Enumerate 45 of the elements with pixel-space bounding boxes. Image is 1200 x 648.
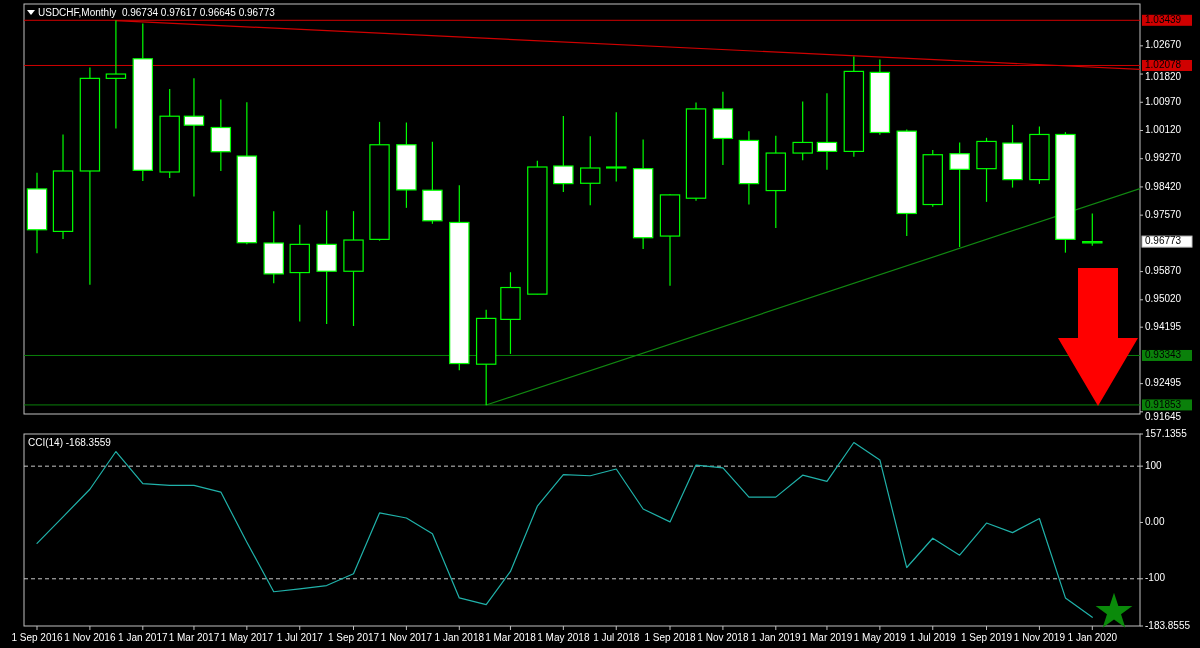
y-tick-label: 100 bbox=[1145, 459, 1163, 471]
x-tick-label: 1 Sep 2017 bbox=[327, 632, 380, 643]
chart-title: USDCHF,Monthly 0.96734 0.97617 0.96645 0.96773 bbox=[38, 6, 276, 18]
ref-line-label: 1.03439 bbox=[1145, 13, 1182, 25]
y-tick-label: -183.8555 bbox=[1145, 619, 1191, 631]
y-tick-label: 0.97570 bbox=[1145, 208, 1182, 220]
y-tick-label: -100 bbox=[1145, 572, 1166, 584]
y-tick-label: 0.92495 bbox=[1145, 377, 1182, 389]
y-tick-label: 0.95870 bbox=[1145, 265, 1182, 277]
x-tick-label: 1 Nov 2017 bbox=[380, 632, 433, 643]
x-tick-label: 1 Sep 2019 bbox=[960, 632, 1013, 643]
x-tick-label: 1 May 2018 bbox=[537, 632, 590, 643]
y-tick-label: 1.02670 bbox=[1145, 39, 1182, 51]
y-tick-label: 0.99270 bbox=[1145, 152, 1182, 164]
x-tick-label: 1 Nov 2016 bbox=[64, 632, 116, 643]
y-tick-label: 1.00120 bbox=[1145, 124, 1182, 136]
x-tick-label: 1 Jan 2020 bbox=[1067, 632, 1118, 643]
x-tick-label: 1 Jul 2019 bbox=[909, 632, 957, 643]
ref-line-label: 0.91853 bbox=[1145, 398, 1182, 410]
x-tick-label: 1 Nov 2018 bbox=[697, 632, 749, 643]
y-tick-label: 0.95020 bbox=[1145, 293, 1182, 305]
x-tick-label: 1 Jul 2017 bbox=[276, 632, 324, 643]
x-tick-label: 1 Jan 2019 bbox=[751, 632, 801, 643]
y-tick-label: 157.1355 bbox=[1145, 427, 1188, 439]
x-tick-label: 1 Jan 2017 bbox=[118, 632, 168, 643]
ref-line-label: 1.02078 bbox=[1145, 59, 1182, 71]
x-tick-label: 1 Sep 2016 bbox=[11, 632, 64, 643]
ref-line-label: 0.93343 bbox=[1145, 349, 1182, 361]
y-tick-label: 0.91645 bbox=[1145, 410, 1182, 422]
y-tick-label: 0.98420 bbox=[1145, 180, 1182, 192]
x-tick-label: 1 May 2017 bbox=[220, 632, 274, 643]
x-tick-label: 1 Mar 2019 bbox=[801, 632, 853, 643]
chart-title: CCI(14) -168.3559 bbox=[28, 436, 112, 448]
x-tick-label: 1 Sep 2018 bbox=[644, 632, 697, 643]
y-tick-label: 1.01820 bbox=[1145, 71, 1182, 83]
x-tick-label: 1 Jul 2018 bbox=[593, 632, 640, 643]
x-tick-label: 1 May 2019 bbox=[853, 632, 907, 643]
x-tick-label: 1 Jan 2018 bbox=[434, 632, 485, 643]
x-tick-label: 1 Mar 2017 bbox=[168, 632, 220, 643]
x-tick-label: 1 Nov 2019 bbox=[1013, 632, 1066, 643]
y-tick-label: 0.94195 bbox=[1145, 320, 1182, 332]
x-tick-label: 1 Mar 2018 bbox=[485, 632, 537, 643]
y-tick-label: 1.00970 bbox=[1145, 95, 1182, 107]
text: 0.96773 bbox=[1145, 235, 1182, 247]
y-tick-label: 0.00 bbox=[1145, 516, 1165, 528]
